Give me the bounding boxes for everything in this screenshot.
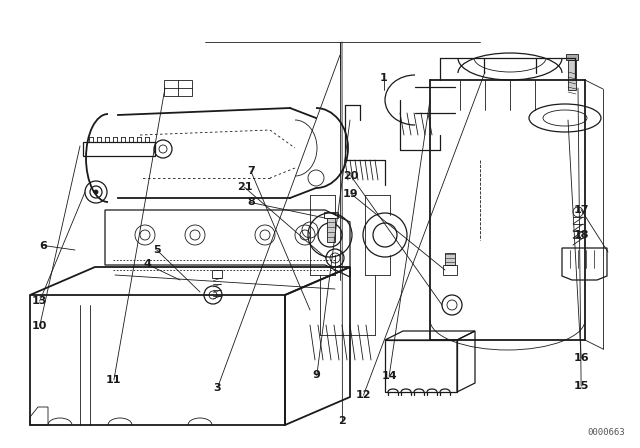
Text: 8: 8 xyxy=(247,198,255,207)
Text: 15: 15 xyxy=(573,381,589,391)
Text: 4: 4 xyxy=(143,259,151,269)
Circle shape xyxy=(94,190,98,194)
Polygon shape xyxy=(566,54,578,60)
Text: 0000663: 0000663 xyxy=(587,427,625,436)
Text: 6: 6 xyxy=(40,241,47,250)
Text: 20: 20 xyxy=(343,171,358,181)
Polygon shape xyxy=(327,218,335,242)
Text: 2: 2 xyxy=(339,416,346,426)
Text: 5: 5 xyxy=(153,245,161,255)
Text: 18: 18 xyxy=(573,230,589,240)
Polygon shape xyxy=(568,60,576,90)
Text: 1: 1 xyxy=(380,73,388,83)
Text: 9: 9 xyxy=(313,370,321,380)
Text: 14: 14 xyxy=(381,371,397,381)
Text: 3: 3 xyxy=(214,383,221,392)
Text: 16: 16 xyxy=(573,353,589,363)
Text: 19: 19 xyxy=(343,189,358,198)
Text: 10: 10 xyxy=(32,321,47,331)
Text: 17: 17 xyxy=(573,205,589,215)
Text: 7: 7 xyxy=(247,166,255,176)
Text: 11: 11 xyxy=(106,375,122,385)
Text: 13: 13 xyxy=(32,296,47,306)
Polygon shape xyxy=(445,253,455,265)
Text: 21: 21 xyxy=(237,182,252,192)
Text: 12: 12 xyxy=(356,390,371,400)
